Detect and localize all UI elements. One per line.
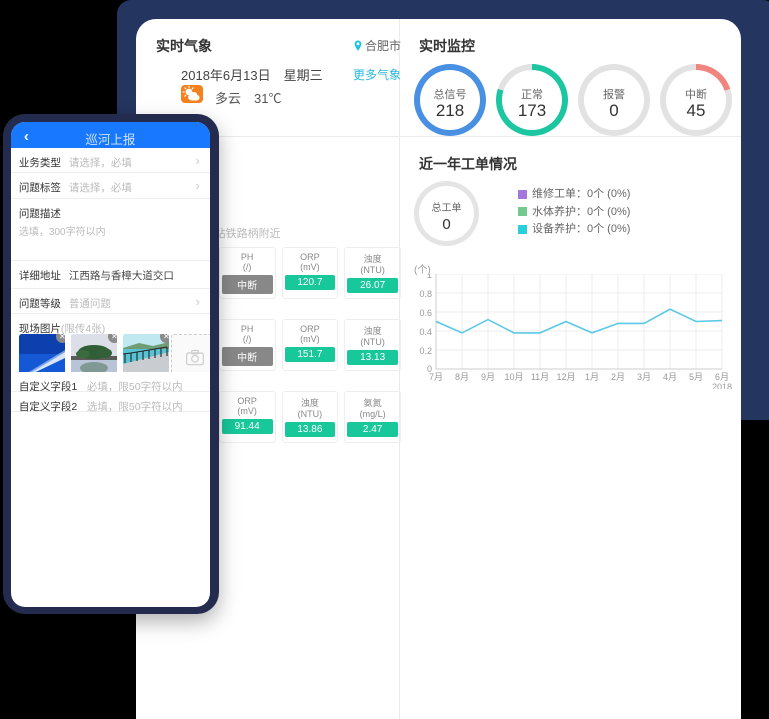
svg-text:10月: 10月: [504, 372, 523, 382]
svg-text:3月: 3月: [637, 372, 651, 382]
svg-text:2月: 2月: [611, 372, 625, 382]
svg-text:8月: 8月: [455, 372, 469, 382]
svg-text:6月: 6月: [715, 372, 729, 382]
svg-text:11月: 11月: [531, 372, 549, 382]
svg-text:4月: 4月: [663, 372, 677, 382]
svg-text:0.6: 0.6: [419, 308, 432, 318]
svg-text:12月: 12月: [556, 372, 575, 382]
svg-text:7月: 7月: [429, 372, 443, 382]
svg-text:1: 1: [427, 274, 432, 280]
svg-text:2018: 2018: [712, 382, 732, 389]
svg-text:0.8: 0.8: [419, 289, 432, 299]
svg-text:1月: 1月: [585, 372, 599, 382]
svg-text:0.2: 0.2: [419, 346, 432, 356]
svg-text:5月: 5月: [689, 372, 703, 382]
svg-text:0.4: 0.4: [419, 327, 432, 337]
svg-text:9月: 9月: [481, 372, 495, 382]
